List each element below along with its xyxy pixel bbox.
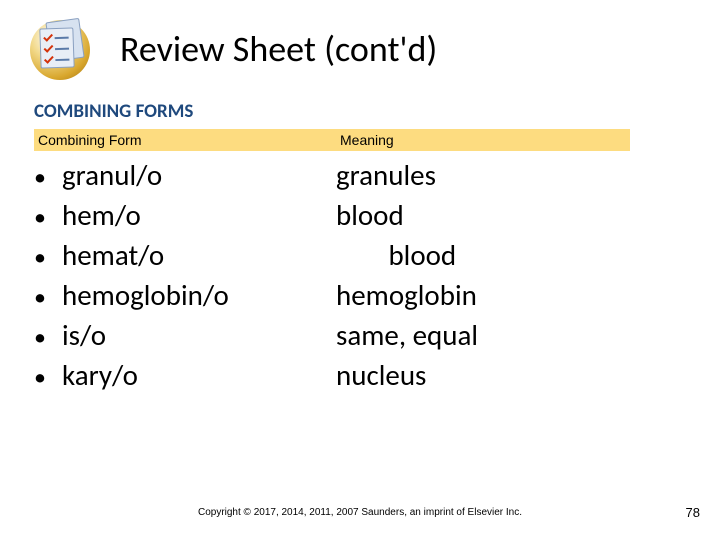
table-row: • kary/o nucleus — [34, 355, 720, 395]
cell-form: hemat/o — [62, 235, 336, 275]
bullet-icon: • — [34, 280, 62, 310]
table-row: • hemoglobin/o hemoglobin — [34, 275, 720, 315]
cell-meaning: nucleus — [336, 355, 720, 395]
cell-form: is/o — [62, 315, 336, 355]
header: Review Sheet (cont'd) — [0, 0, 720, 80]
table-header: Combining Form Meaning — [34, 129, 630, 151]
page-number: 78 — [686, 505, 700, 520]
cell-form: hem/o — [62, 195, 336, 235]
bullet-icon: • — [34, 160, 62, 190]
copyright-text: Copyright © 2017, 2014, 2011, 2007 Saund… — [0, 507, 720, 518]
section-label: COMBINING FORMS — [0, 80, 720, 129]
cell-form: granul/o — [62, 155, 336, 195]
cell-meaning: same, equal — [336, 315, 720, 355]
table-row: • is/o same, equal — [34, 315, 720, 355]
col-header-meaning: Meaning — [336, 132, 630, 148]
cell-form: kary/o — [62, 355, 336, 395]
page-title: Review Sheet (cont'd) — [120, 27, 437, 71]
bullet-icon: • — [34, 360, 62, 390]
table-row: • hem/o blood — [34, 195, 720, 235]
col-header-form: Combining Form — [34, 132, 336, 148]
cell-form: hemoglobin/o — [62, 275, 336, 315]
table-row: • granul/o granules — [34, 155, 720, 195]
bullet-icon: • — [34, 200, 62, 230]
cell-meaning: blood — [336, 235, 720, 275]
cell-meaning: blood — [336, 195, 720, 235]
checklist-icon — [30, 18, 98, 80]
cell-meaning: hemoglobin — [336, 275, 720, 315]
bullet-icon: • — [34, 240, 62, 270]
table-row: • hemat/o blood — [34, 235, 720, 275]
cell-meaning: granules — [336, 155, 720, 195]
bullet-icon: • — [34, 320, 62, 350]
table-body: • granul/o granules • hem/o blood • hema… — [0, 151, 720, 395]
